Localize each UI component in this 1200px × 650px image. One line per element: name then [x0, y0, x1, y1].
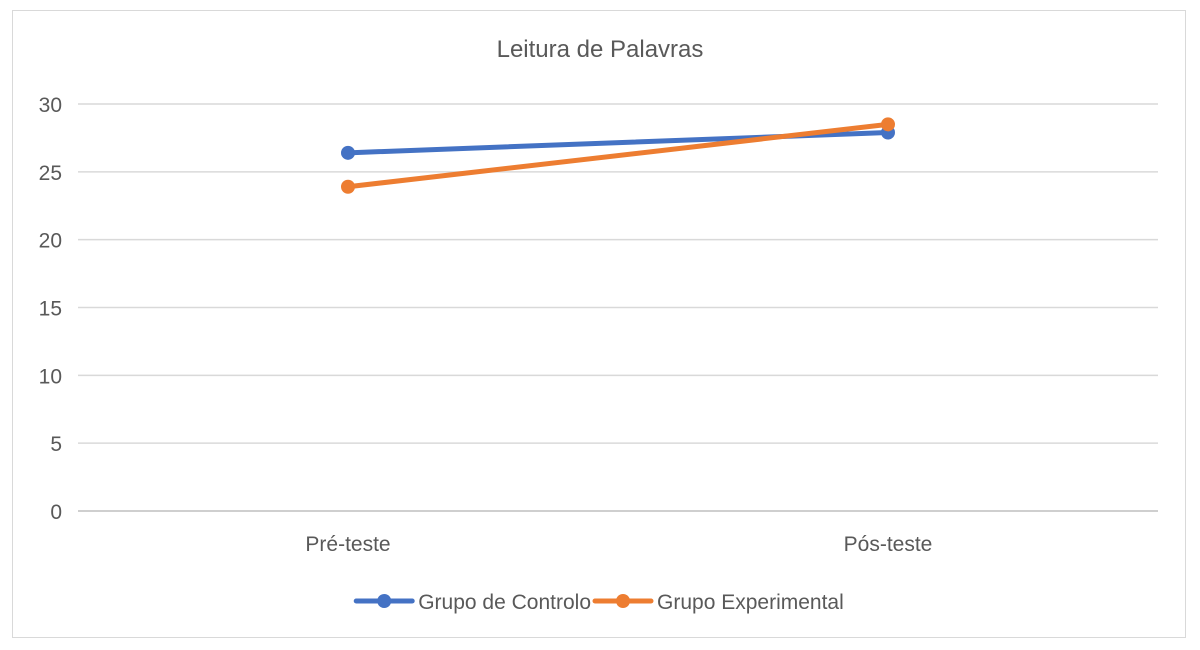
legend-label: Grupo de Controlo	[418, 591, 591, 614]
legend-label: Grupo Experimental	[657, 591, 844, 614]
y-tick-label: 20	[39, 230, 62, 253]
y-tick-label: 10	[39, 365, 62, 388]
legend-item-2: Grupo Experimental	[592, 591, 844, 614]
series-group	[341, 117, 895, 194]
series-line-2	[345, 121, 891, 190]
y-tick-label: 5	[50, 433, 62, 456]
data-point	[341, 145, 355, 160]
chart-frame	[12, 10, 1186, 638]
y-tick-label: 25	[39, 162, 62, 185]
legend: Grupo de Controlo Grupo Experimental	[353, 591, 844, 614]
data-point	[341, 179, 355, 194]
legend-marker	[377, 594, 392, 608]
y-axis-ticks: 0 5 10 15 20 25 30	[39, 94, 62, 524]
x-axis-ticks: Pré-teste Pós-teste	[305, 533, 932, 556]
x-tick-label: Pós-teste	[844, 533, 933, 556]
x-tick-label: Pré-teste	[305, 533, 390, 556]
chart-title: Leitura de Palavras	[497, 36, 704, 63]
y-tick-label: 0	[50, 501, 62, 524]
data-point	[881, 117, 895, 132]
y-tick-label: 15	[39, 298, 62, 321]
y-tick-label: 30	[39, 94, 62, 117]
gridlines	[78, 103, 1158, 512]
legend-marker	[616, 594, 631, 608]
legend-item-1: Grupo de Controlo	[353, 591, 591, 614]
